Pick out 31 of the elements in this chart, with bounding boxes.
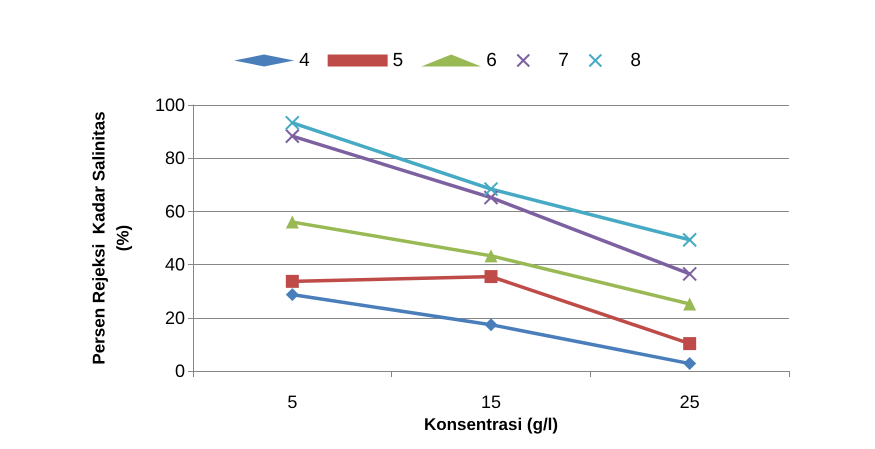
y-tick-label: 100: [154, 95, 185, 115]
point: [484, 318, 498, 332]
point: [682, 232, 698, 248]
x-tick-label: 25: [680, 392, 700, 412]
x-tick-label: 15: [480, 392, 502, 412]
x-tick-label: 5: [287, 392, 298, 412]
point: [284, 128, 300, 144]
y-tick-label: 40: [164, 254, 185, 275]
legend-label: 8: [630, 50, 641, 71]
legend-label: 4: [299, 50, 310, 71]
point: [683, 357, 696, 370]
point: [286, 274, 299, 288]
y-tick-label: 60: [164, 201, 185, 222]
legend-label: 6: [486, 50, 497, 71]
legend-label: 7: [558, 50, 569, 71]
point: [683, 337, 696, 350]
point: [286, 288, 299, 302]
point: [484, 190, 498, 206]
point: [284, 115, 300, 130]
point: [683, 297, 696, 310]
y-tick-label: 80: [164, 148, 185, 168]
point: [682, 266, 698, 282]
point: [484, 270, 498, 284]
x-axis-title: Konsentrasi (g/l): [424, 414, 558, 434]
point: [484, 182, 498, 197]
y-tick-label: 0: [174, 361, 185, 381]
point: [484, 249, 498, 262]
y-axis-title: Persen Rejeksi Kadar Salinitas (%): [90, 111, 132, 365]
point: [286, 216, 299, 229]
legend-label: 5: [392, 50, 404, 71]
y-tick-label: 20: [164, 308, 185, 328]
